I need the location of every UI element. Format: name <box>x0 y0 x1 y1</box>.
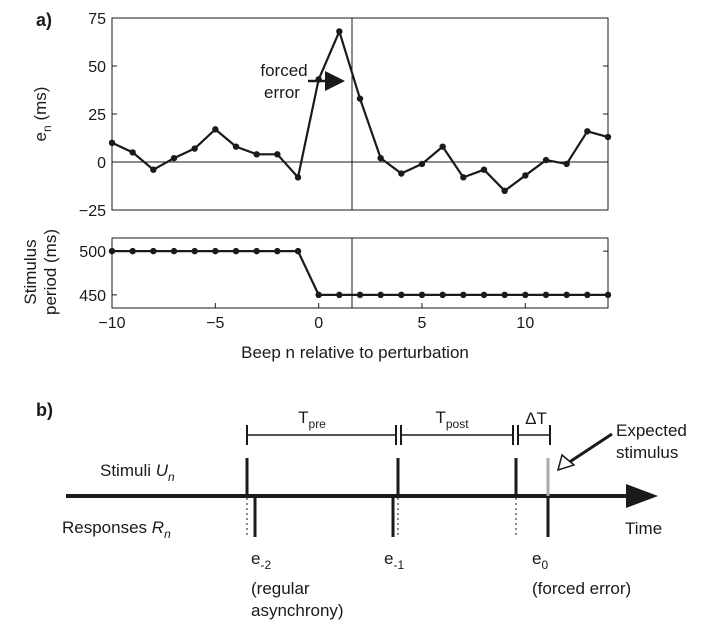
error-chart-data-point <box>294 174 302 181</box>
stimulus-chart-x-tick-label: 10 <box>516 315 534 332</box>
error-chart-data-point <box>522 172 529 179</box>
panel-b-label: b) <box>36 400 53 420</box>
stimulus-chart-data-point <box>522 291 529 299</box>
stimulus-chart-data-point <box>584 291 591 299</box>
stimulus-chart-data-point <box>542 291 550 299</box>
error-chart-data-point <box>460 174 467 181</box>
t-post-label: Tpost <box>435 408 469 431</box>
stimulus-chart-series-line <box>112 250 608 296</box>
error-chart: −25 0 25 50 75 en (ms) forced error <box>31 11 612 220</box>
error-chart-series-line <box>111 30 609 192</box>
error-chart-data-point <box>377 154 384 162</box>
stimulus-chart-x-tick-label: 5 <box>418 315 427 332</box>
stimulus-chart-y-ticks: 450 500 <box>79 244 608 305</box>
stimulus-period-chart: 450 500 −10 −5 0 5 10 Stimulus period (ms) Be… <box>21 229 612 362</box>
t-pre-label: Tpre <box>298 408 326 431</box>
stimulus-chart-data-point <box>170 247 178 255</box>
stimulus-chart-data-point <box>501 291 508 299</box>
error-chart-y-tick-label: 0 <box>97 155 106 172</box>
stimulus-chart-data-point <box>460 291 467 299</box>
e-minus-1-label: e-1 <box>384 549 404 572</box>
stimuli-row-label: Stimuli Un <box>100 461 175 484</box>
forced-error-annotation-line1: forced <box>260 61 307 80</box>
error-chart-y-ticks: −25 0 25 50 75 <box>79 11 608 220</box>
error-chart-data-point <box>418 160 426 168</box>
stimulus-chart-y-label-line2: period (ms) <box>41 229 60 315</box>
stimulus-chart-data-point <box>315 291 322 299</box>
error-chart-data-point <box>336 28 343 35</box>
error-chart-data-point <box>253 151 260 158</box>
stimulus-chart-data-point <box>294 247 302 255</box>
e-zero-label: e0 <box>532 549 548 572</box>
error-chart-data-point <box>129 149 136 156</box>
e-minus-2-label: e-2 <box>251 549 271 572</box>
stimulus-chart-data-point <box>212 247 219 255</box>
error-chart-series <box>108 28 612 194</box>
stimulus-chart-data-point <box>129 247 136 255</box>
error-chart-data-point <box>480 166 488 173</box>
error-chart-data-point <box>398 170 405 177</box>
stimulus-chart-data-point <box>336 291 343 299</box>
error-chart-data-point <box>150 166 157 173</box>
error-chart-data-point <box>563 160 570 168</box>
stimulus-chart-data-point <box>274 247 281 255</box>
panel-a-label: a) <box>36 10 52 30</box>
stimulus-chart-x-tick-label: −5 <box>206 315 224 332</box>
stimulus-chart-data-point <box>232 247 240 255</box>
stimulus-chart-x-ticks: −10 −5 0 5 10 <box>98 303 534 332</box>
stimulus-chart-series <box>108 247 612 299</box>
error-chart-frame <box>111 17 609 211</box>
stimulus-chart-frame <box>111 237 609 309</box>
error-chart-data-point <box>501 187 508 194</box>
error-chart-data-point <box>584 128 591 135</box>
stimulus-chart-data-point <box>191 247 198 255</box>
error-chart-data-point <box>274 151 281 158</box>
time-label: Time <box>625 519 662 538</box>
error-chart-y-tick-label: −25 <box>79 203 106 220</box>
error-chart-y-tick-label: 50 <box>88 59 106 76</box>
error-chart-y-label: en (ms) <box>31 87 54 142</box>
stimulus-chart-data-point <box>439 291 446 299</box>
error-chart-data-point <box>170 154 178 162</box>
stimulus-chart-y-tick-label: 500 <box>79 244 106 261</box>
error-chart-data-point <box>232 143 240 150</box>
error-chart-data-point <box>604 133 612 141</box>
delta-t-label: ΔT <box>525 409 547 428</box>
error-chart-data-point <box>356 95 364 102</box>
expected-stimulus-label-line2: stimulus <box>616 443 678 462</box>
time-axis-arrow-head <box>626 484 658 508</box>
error-chart-data-point <box>439 143 446 150</box>
stimulus-chart-data-point <box>563 291 570 299</box>
stimulus-chart-data-point <box>356 291 364 299</box>
expected-stimulus-arrow-shaft <box>567 432 613 465</box>
stimulus-chart-data-point <box>604 291 612 299</box>
e-minus-2-note-line1: (regular <box>251 579 310 598</box>
error-chart-data-point <box>212 126 219 133</box>
forced-error-annotation-line2: error <box>264 83 300 102</box>
responses-row-label: Responses Rn <box>62 518 171 541</box>
stimulus-chart-y-label-line1: Stimulus <box>21 239 40 304</box>
stimulus-chart-data-point <box>150 247 157 255</box>
error-chart-y-tick-label: 25 <box>88 107 106 124</box>
stimulus-chart-data-point <box>480 291 488 299</box>
stimulus-chart-data-point <box>418 291 426 299</box>
e-minus-2-note-line2: asynchrony) <box>251 601 344 620</box>
stimulus-chart-data-point <box>108 247 116 255</box>
stimulus-chart-x-tick-label: 0 <box>314 315 323 332</box>
stimulus-chart-data-point <box>398 291 405 299</box>
stimulus-chart-data-point <box>253 247 260 255</box>
e-zero-note: (forced error) <box>532 579 631 598</box>
stimulus-chart-x-label: Beep n relative to perturbation <box>241 343 469 362</box>
error-chart-y-tick-label: 75 <box>88 11 106 28</box>
error-chart-data-point <box>542 156 550 164</box>
stimulus-chart-data-point <box>377 291 384 299</box>
error-chart-data-point <box>108 139 116 146</box>
stimulus-chart-x-tick-label: −10 <box>98 315 125 332</box>
error-chart-data-point <box>191 145 198 152</box>
timing-diagram: b) Tpre Tpost ΔT Expected stimulus <box>36 400 687 620</box>
expected-stimulus-arrow-head <box>556 453 576 472</box>
expected-stimulus-label-line1: Expected <box>616 421 687 440</box>
stimulus-chart-y-tick-label: 450 <box>79 288 106 305</box>
